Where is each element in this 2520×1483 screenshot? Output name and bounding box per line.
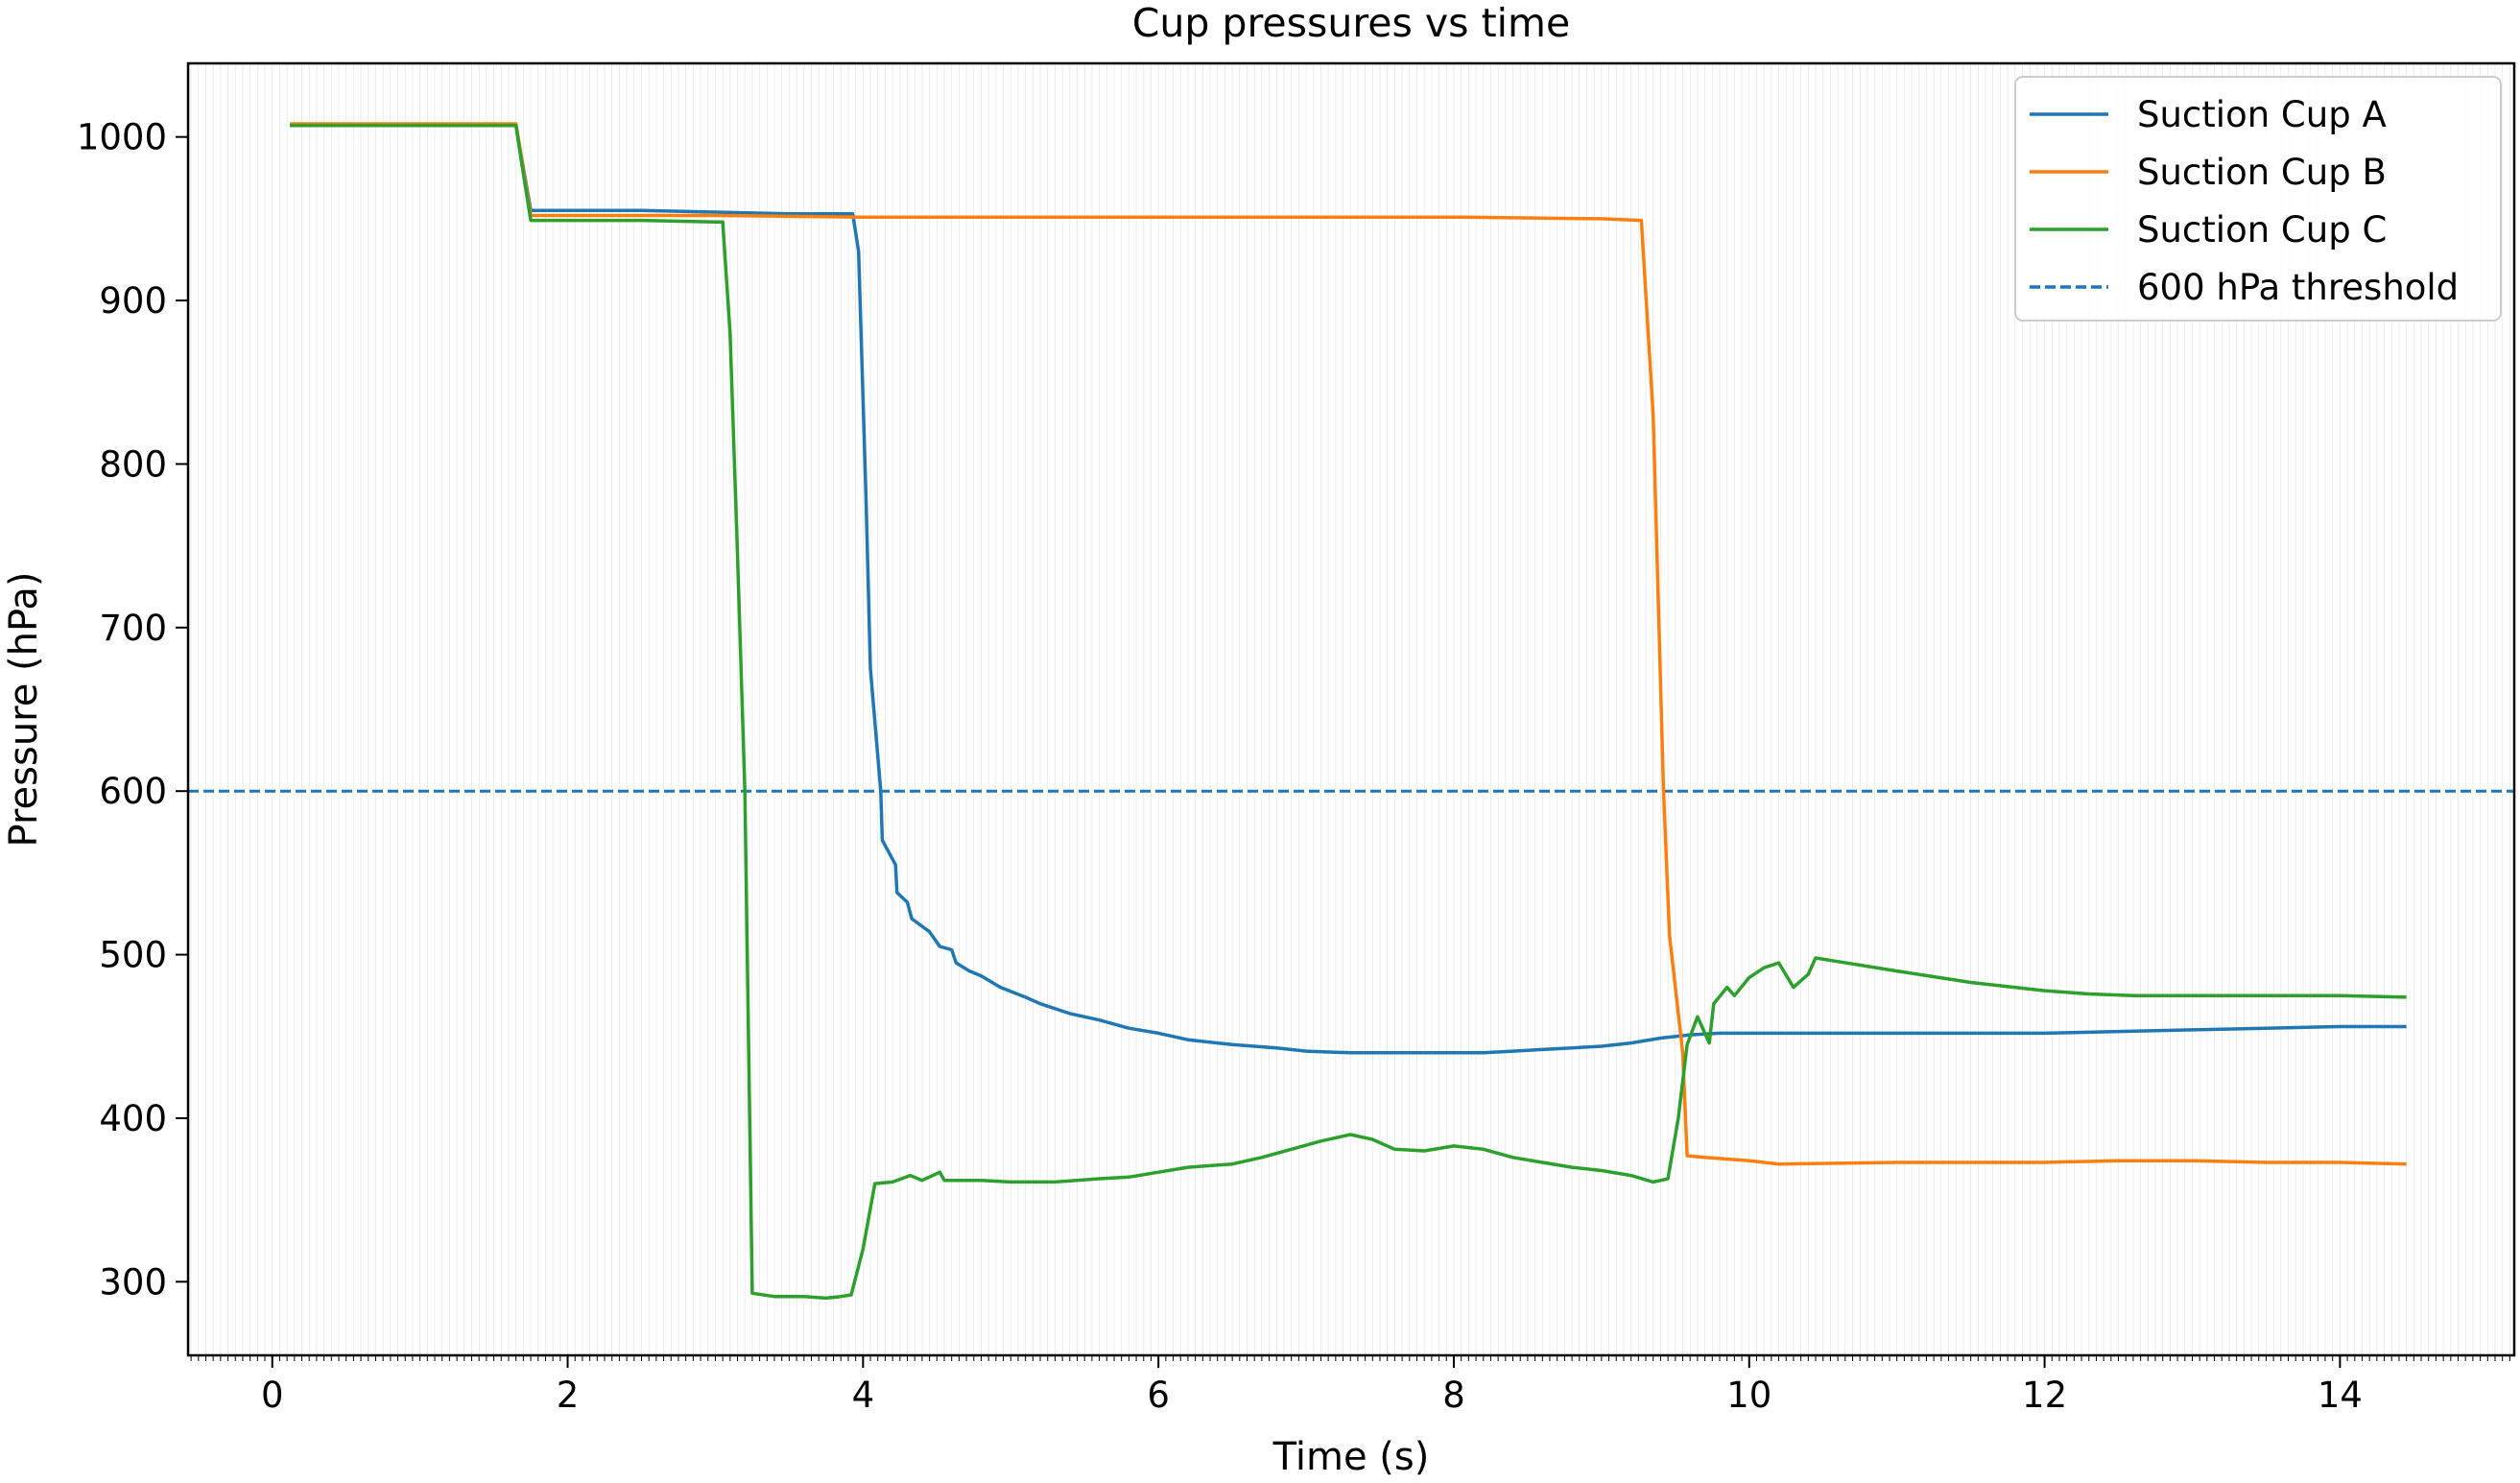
y-tick-label: 500 xyxy=(99,935,167,976)
legend-label: Suction Cup B xyxy=(2137,152,2387,193)
y-tick-label: 1000 xyxy=(77,117,167,158)
series-line-b xyxy=(290,122,2407,1166)
series-line-c xyxy=(290,123,2407,1301)
y-axis: 300 400 500 600 700 800 900 1000 xyxy=(77,117,188,1303)
x-tick-label: 12 xyxy=(2022,1375,2067,1416)
x-tick-label: 10 xyxy=(1726,1375,1771,1416)
legend-label: 600 hPa threshold xyxy=(2137,267,2459,308)
plot-frame xyxy=(186,61,2516,1357)
x-tick-label: 0 xyxy=(261,1375,284,1416)
y-tick-label: 400 xyxy=(99,1098,167,1139)
y-tick-label: 700 xyxy=(99,608,167,649)
x-tick-label: 6 xyxy=(1147,1375,1170,1416)
y-tick-label: 900 xyxy=(99,280,167,322)
x-tick-label: 8 xyxy=(1442,1375,1465,1416)
legend-label: Suction Cup A xyxy=(2137,94,2387,135)
y-axis-label: Pressure (hPa) xyxy=(2,572,46,848)
x-tick-label: 2 xyxy=(557,1375,580,1416)
x-tick-label: 4 xyxy=(852,1375,875,1416)
legend-box xyxy=(2014,76,2502,322)
x-axis-label: Time (s) xyxy=(1272,1435,1430,1479)
legend: Suction Cup A Suction Cup B Suction Cup C 6… xyxy=(2014,76,2502,322)
y-tick-label: 300 xyxy=(99,1261,167,1303)
chart-title: Cup pressures vs time xyxy=(1132,0,1570,46)
legend-label: Suction Cup C xyxy=(2137,209,2387,251)
y-tick-label: 800 xyxy=(99,443,167,485)
y-tick-label: 600 xyxy=(99,771,167,812)
series-line-a xyxy=(290,123,2407,1055)
x-tick-label: 14 xyxy=(2318,1375,2363,1416)
x-axis: 0 2 4 6 8 10 12 14 xyxy=(190,1355,2510,1416)
series-layer xyxy=(290,122,2407,1301)
